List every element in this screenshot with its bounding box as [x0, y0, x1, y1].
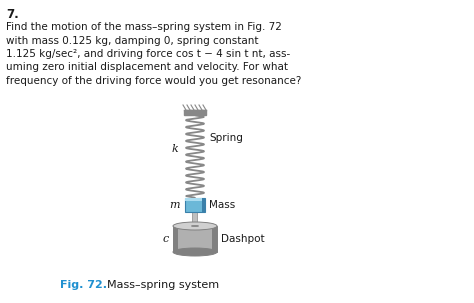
- Text: Mass: Mass: [209, 200, 235, 210]
- Text: uming zero initial displacement and velocity. For what: uming zero initial displacement and velo…: [6, 62, 288, 72]
- Text: frequency of the driving force would you get resonance?: frequency of the driving force would you…: [6, 76, 301, 86]
- Text: with mass 0.125 kg, damping 0, spring constant: with mass 0.125 kg, damping 0, spring co…: [6, 35, 258, 45]
- Text: k: k: [171, 144, 178, 154]
- Text: Spring: Spring: [209, 133, 243, 143]
- Ellipse shape: [191, 225, 199, 227]
- Text: c: c: [163, 234, 169, 244]
- Bar: [212, 226, 217, 252]
- Bar: [185, 198, 205, 212]
- Text: m: m: [170, 200, 180, 210]
- Text: Fig. 72.: Fig. 72.: [60, 280, 107, 290]
- Ellipse shape: [173, 248, 217, 256]
- Text: 7.: 7.: [6, 8, 19, 21]
- Bar: [192, 212, 198, 226]
- Bar: [185, 198, 205, 201]
- Text: 1.125 kg/sec², and driving force cos t − 4 sin t nt, ass-: 1.125 kg/sec², and driving force cos t −…: [6, 49, 290, 59]
- Ellipse shape: [173, 222, 217, 230]
- Bar: [202, 198, 205, 212]
- Text: Dashpot: Dashpot: [221, 234, 264, 244]
- Bar: [173, 226, 217, 252]
- Text: Find the motion of the mass–spring system in Fig. 72: Find the motion of the mass–spring syste…: [6, 22, 282, 32]
- Text: Mass–spring system: Mass–spring system: [100, 280, 219, 290]
- Bar: [184, 110, 206, 115]
- Bar: [173, 226, 178, 252]
